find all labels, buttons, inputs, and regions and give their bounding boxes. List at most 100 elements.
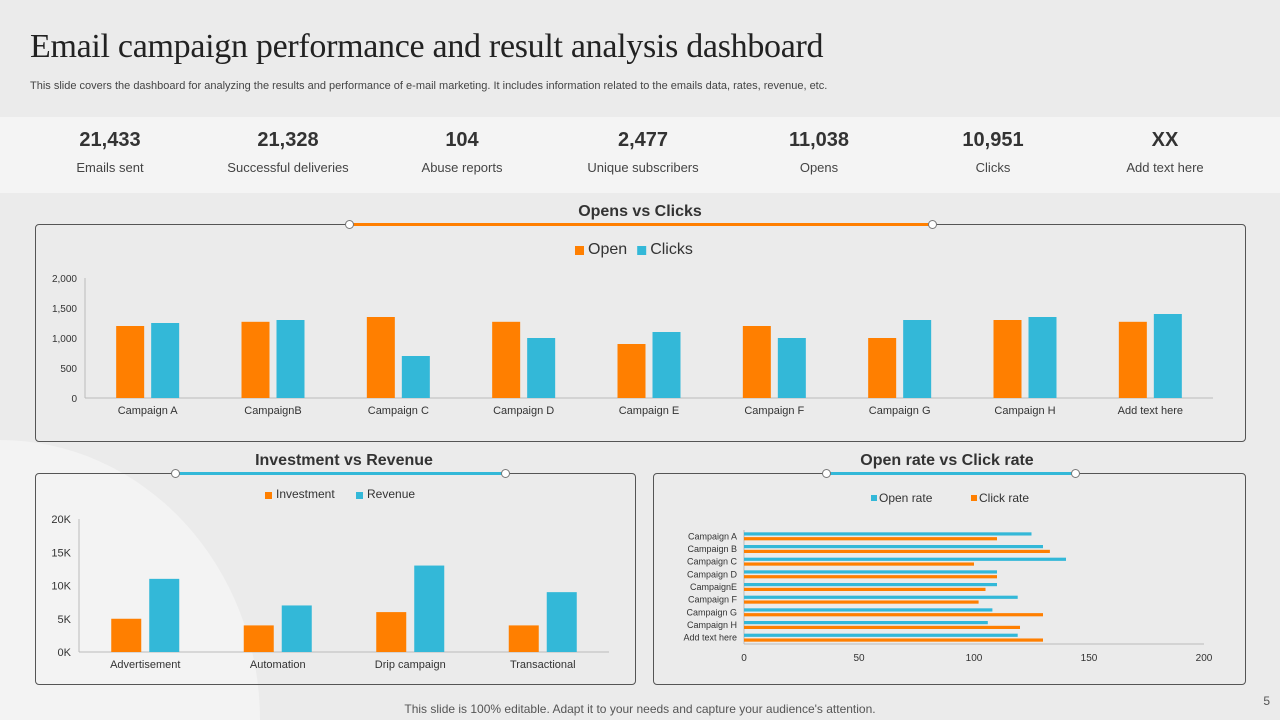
- x-tick-label: Campaign C: [368, 405, 429, 417]
- bar-open-rate: [744, 570, 997, 574]
- bar-revenue: [546, 592, 577, 652]
- bar-open-rate: [744, 532, 1032, 536]
- bar-open: [617, 344, 646, 398]
- bar-investment: [243, 625, 274, 652]
- kpi-value: 104: [445, 129, 479, 151]
- x-tick-label: Campaign F: [744, 405, 804, 417]
- bar-clicks: [903, 320, 932, 398]
- bar-click-rate: [744, 537, 997, 541]
- kpi-label: Unique subscribers: [587, 160, 699, 175]
- bar-open: [492, 321, 521, 398]
- accent-dot: [1071, 469, 1080, 478]
- kpi-successful-deliveries: 21,328 Successful deliveries: [203, 129, 373, 175]
- x-tick-label: 100: [966, 653, 983, 664]
- legend-swatch: [637, 246, 647, 255]
- bar-click-rate: [744, 575, 997, 579]
- kpi-opens: 11,038 Opens: [734, 129, 904, 175]
- chart-title: Open rate vs Click rate: [860, 452, 1034, 469]
- y-tick-label: Campaign B: [687, 544, 737, 554]
- legend-label: Open: [588, 241, 627, 258]
- kpi-emails-sent: 21,433 Emails sent: [25, 129, 195, 175]
- x-tick-label: Drip campaign: [375, 659, 446, 671]
- kpi-value: 10,951: [962, 129, 1024, 151]
- kpi-abuse-reports: 104 Abuse reports: [377, 129, 547, 175]
- bar-click-rate: [744, 638, 1043, 642]
- x-tick-label: CampaignB: [244, 405, 301, 417]
- bar-clicks: [1153, 314, 1182, 398]
- x-tick-label: Campaign E: [619, 405, 680, 417]
- kpi-label: Emails sent: [76, 160, 144, 175]
- bar-open: [993, 320, 1022, 398]
- bar-open-rate: [744, 545, 1043, 549]
- footer-note: This slide is 100% editable. Adapt it to…: [404, 702, 876, 716]
- y-tick-label: 1,000: [52, 334, 77, 345]
- opens-vs-clicks-chart: 0 500 1,000 1,500 2,000 Campaign A CampaignB Ca…: [52, 241, 1213, 417]
- y-tick-label: Add text here: [683, 633, 737, 643]
- bar-investment: [376, 612, 407, 652]
- x-tick-label: Campaign H: [994, 405, 1055, 417]
- title-accent-line: [829, 472, 1077, 475]
- page-title: Email campaign performance and result an…: [30, 28, 824, 65]
- kpi-label: Add text here: [1126, 160, 1204, 175]
- y-tick-label: Campaign G: [686, 607, 737, 617]
- x-tick-label: Advertisement: [110, 659, 180, 671]
- x-tick-label: Campaign G: [869, 405, 931, 417]
- bar-investment: [111, 618, 142, 652]
- kpi-label: Opens: [799, 160, 839, 175]
- legend-label: Open rate: [879, 491, 933, 505]
- bar-clicks: [1028, 317, 1057, 398]
- title-accent-line: [178, 472, 508, 475]
- x-tick-label: 50: [853, 653, 865, 664]
- bar-click-rate: [744, 587, 986, 591]
- y-tick-label: 15K: [51, 547, 71, 559]
- legend-label: Clicks: [650, 241, 693, 258]
- bar-open: [366, 317, 395, 398]
- y-tick-label: 2,000: [52, 274, 77, 285]
- x-tick-label: Campaign D: [493, 405, 554, 417]
- bar-clicks: [777, 338, 806, 398]
- legend-swatch: [265, 492, 272, 499]
- y-tick-label: CampaignE: [690, 582, 737, 592]
- bar-click-rate: [744, 600, 979, 604]
- x-tick-label: 0: [741, 653, 747, 664]
- y-tick-label: 5K: [58, 614, 72, 626]
- accent-dot: [928, 220, 937, 229]
- bar-clicks: [401, 356, 430, 398]
- x-tick-label: Campaign A: [118, 405, 179, 417]
- kpi-add-text: XX Add text here: [1080, 129, 1250, 175]
- y-tick-label: 0K: [58, 647, 72, 659]
- bar-open: [868, 338, 897, 398]
- kpi-band: 21,433 Emails sent 21,328 Successful del…: [0, 117, 1280, 193]
- x-tick-label: Add text here: [1118, 405, 1183, 417]
- y-tick-label: 500: [60, 364, 77, 375]
- legend-swatch: [575, 246, 584, 255]
- bar-open: [241, 321, 270, 398]
- y-tick-label: Campaign D: [687, 569, 738, 579]
- bar-revenue: [149, 578, 180, 652]
- bar-open-rate: [744, 608, 993, 612]
- bar-clicks: [652, 332, 681, 398]
- kpi-label: Clicks: [975, 160, 1011, 175]
- y-tick-label: Campaign H: [687, 620, 737, 630]
- bar-click-rate: [744, 562, 974, 566]
- bar-open-rate: [744, 621, 988, 625]
- legend-swatch: [971, 495, 977, 501]
- open-rate-vs-click-rate-chart: 0 50 100 150 200 Campaign A Campaign B Campaign…: [683, 491, 1213, 664]
- accent-dot: [171, 469, 180, 478]
- accent-dot: [501, 469, 510, 478]
- bar-clicks: [151, 323, 180, 398]
- bar-click-rate: [744, 549, 1050, 553]
- bar-open-rate: [744, 595, 1018, 599]
- y-tick-label: Campaign F: [688, 595, 738, 605]
- kpi-value: 11,038: [788, 129, 850, 151]
- x-tick-label: Transactional: [510, 659, 576, 671]
- legend-label: Click rate: [979, 491, 1029, 505]
- y-tick-label: 10K: [51, 581, 71, 593]
- x-tick-label: 200: [1196, 653, 1213, 664]
- bar-clicks: [276, 320, 305, 398]
- bar-open: [742, 326, 771, 398]
- legend-label: Investment: [276, 487, 335, 501]
- chart-title: Investment vs Revenue: [255, 452, 433, 469]
- kpi-label: Abuse reports: [421, 160, 503, 175]
- kpi-value: 21,433: [79, 129, 141, 151]
